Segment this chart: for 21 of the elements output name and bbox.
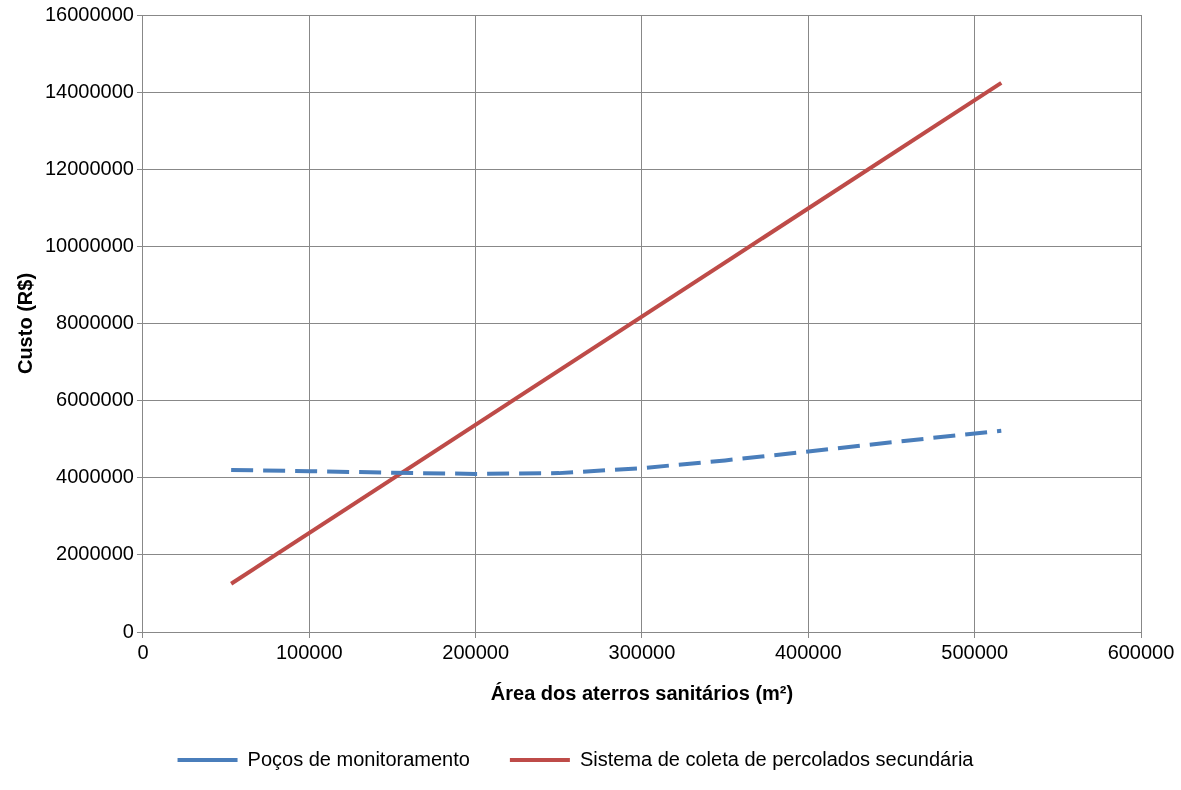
x-tick-label: 0 — [137, 640, 149, 663]
x-tick-label: 300000 — [608, 640, 676, 663]
y-axis-title: Custo (R$) — [13, 272, 36, 375]
line-series — [229, 428, 1004, 476]
x-tick-label: 500000 — [941, 640, 1009, 663]
y-tick-label: 0 — [122, 619, 134, 642]
legend-label: Poços de monitoramento — [247, 747, 470, 770]
y-tick-label: 6000000 — [56, 388, 134, 411]
y-tick-label: 16000000 — [45, 2, 134, 25]
y-tick-label: 12000000 — [45, 156, 134, 179]
x-axis-title: Área dos aterros sanitários (m²) — [490, 681, 794, 704]
y-tick-label: 2000000 — [56, 542, 134, 565]
y-tick-label: 8000000 — [56, 311, 134, 334]
x-tick-label: 200000 — [442, 640, 510, 663]
x-tick-label: 600000 — [1107, 640, 1175, 663]
x-tick-label: 400000 — [774, 640, 842, 663]
y-tick-label: 14000000 — [45, 79, 134, 102]
y-tick-label: 4000000 — [56, 465, 134, 488]
x-tick-label: 100000 — [275, 640, 343, 663]
y-tick-label: 10000000 — [45, 233, 134, 256]
legend-label: Sistema de coleta de percolados secundária — [579, 747, 975, 770]
